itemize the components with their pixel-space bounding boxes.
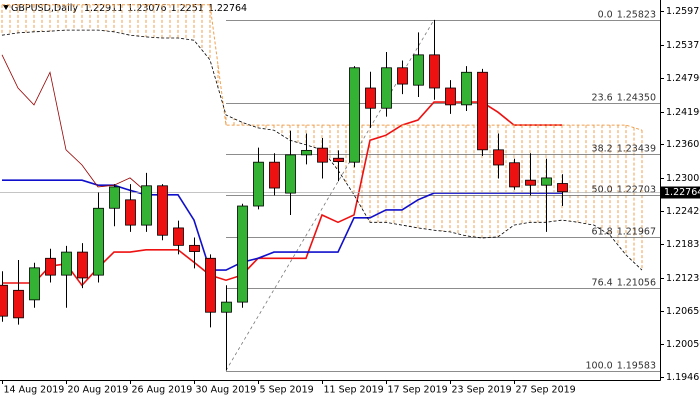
fib-level-label: 38.2 1.23439 (592, 143, 656, 154)
candle-body (317, 147, 328, 163)
header-open: 1.22911 (84, 3, 123, 14)
y-tick-label: 1.25375 (666, 40, 700, 51)
fib-ratio: 76.4 (592, 277, 613, 288)
x-tick-label: 11 Sep 2019 (324, 385, 384, 396)
candle-body (141, 185, 152, 226)
candle-body (429, 54, 440, 89)
candle-body (493, 149, 504, 166)
header: GBPUSD,Daily 1.22911 1.23076 1.2251 1.22764 (11, 3, 247, 14)
fib-ratio: 100.0 (586, 360, 613, 371)
candle-body (541, 177, 552, 186)
candle-body (237, 205, 248, 303)
y-tick-label: 1.20050 (666, 339, 700, 350)
axes: 1.25975 1.25375 1.24790 1.24190 1.23605 1.230… (2, 6, 700, 396)
x-tick-label: 5 Sep 2019 (260, 385, 314, 396)
x-tick-label: 14 Aug 2019 (4, 385, 65, 396)
y-tick-label: 1.24790 (666, 73, 700, 84)
candle-body (29, 267, 40, 301)
candle-body (461, 71, 472, 106)
y-tick-label: 1.25975 (666, 6, 700, 17)
fibonacci: 0.0 1.25823 23.6 1.24350 38.2 1.23439 50.0 1.22… (225, 9, 660, 372)
candle-body (253, 161, 264, 207)
candle-body (349, 67, 360, 163)
current-price-label: 1.22764 (664, 187, 700, 198)
x-tick-label: 27 Sep 2019 (516, 385, 576, 396)
y-tick-label: 1.23605 (666, 139, 700, 150)
candle-body (109, 186, 120, 209)
candle-body (125, 199, 136, 226)
header-high: 1.23076 (127, 3, 166, 14)
fib-price: 1.25823 (617, 9, 656, 20)
y-tick-label: 1.21235 (666, 273, 700, 284)
header-close: 1.22764 (208, 3, 247, 14)
fib-ratio: 50.0 (592, 184, 613, 195)
x-tick-label: 26 Aug 2019 (132, 385, 193, 396)
y-tick-label: 1.21835 (666, 239, 700, 250)
fib-ratio: 61.8 (592, 226, 613, 237)
candle-body (189, 244, 200, 252)
candles (0, 19, 568, 371)
candle-body (61, 251, 72, 276)
indicator-line (2, 179, 562, 271)
fib-price: 1.22703 (617, 184, 656, 195)
y-tick-label: 1.23005 (666, 173, 700, 184)
indicator-line (1, 29, 643, 271)
candle-body (509, 162, 520, 188)
candle-body (477, 71, 488, 151)
y-tick-label: 1.24190 (666, 107, 700, 118)
lagging-line (1, 54, 147, 193)
candle-body (525, 179, 536, 186)
candle-body (445, 87, 456, 106)
candle-body (93, 207, 104, 276)
x-tick-label: 23 Sep 2019 (452, 385, 512, 396)
y-tick-label: 1.20650 (666, 306, 700, 317)
candle-body (269, 161, 280, 189)
fib-level-label: 100.0 1.19583 (586, 360, 657, 371)
indicator-line (2, 4, 643, 131)
x-tick-label: 17 Sep 2019 (388, 385, 448, 396)
fib-price: 1.19583 (617, 360, 656, 371)
candle-body (0, 284, 8, 317)
candle-body (77, 251, 88, 279)
y-tick-label: 1.22420 (666, 206, 700, 217)
candle-body (173, 227, 184, 246)
candle-body (285, 154, 296, 194)
header-low: 1.2251 (171, 3, 204, 14)
candle-body (45, 257, 56, 276)
candle-body (157, 185, 168, 236)
fib-ratio: 0.0 (598, 9, 613, 20)
fib-price: 1.23439 (617, 143, 656, 154)
fib-level-label: 61.8 1.21967 (592, 226, 656, 237)
y-tick-label: 1.19465 (666, 372, 700, 383)
candle-body (333, 157, 344, 163)
fib-level-label: 23.6 1.24350 (592, 92, 656, 103)
fib-ratio: 23.6 (592, 92, 613, 103)
candle-body (413, 54, 424, 86)
fib-price: 1.21056 (617, 277, 656, 288)
fib-ratio: 38.2 (592, 143, 613, 154)
candle-body (557, 183, 568, 193)
x-tick-label: 20 Aug 2019 (68, 385, 129, 396)
cloud (1, 4, 643, 271)
fib-trend-line (225, 19, 435, 371)
fib-level-label: 50.0 1.22703 (592, 184, 656, 195)
current-price-box (661, 186, 700, 199)
candle-body (13, 289, 24, 319)
candle-body (301, 149, 312, 156)
candle-body (397, 67, 408, 85)
fib-level-label: 0.0 1.25823 (598, 9, 656, 20)
fib-level-label: 76.4 1.21056 (592, 277, 656, 288)
chart-title: GBPUSD,Daily (11, 3, 78, 14)
candle-body (365, 87, 376, 109)
candle-body (205, 257, 216, 313)
header-triangle (3, 5, 9, 10)
candle-body (221, 301, 232, 313)
fib-price: 1.24350 (617, 92, 656, 103)
x-tick-label: 30 Aug 2019 (196, 385, 257, 396)
fib-price: 1.21967 (617, 226, 656, 237)
candle-body (381, 67, 392, 109)
